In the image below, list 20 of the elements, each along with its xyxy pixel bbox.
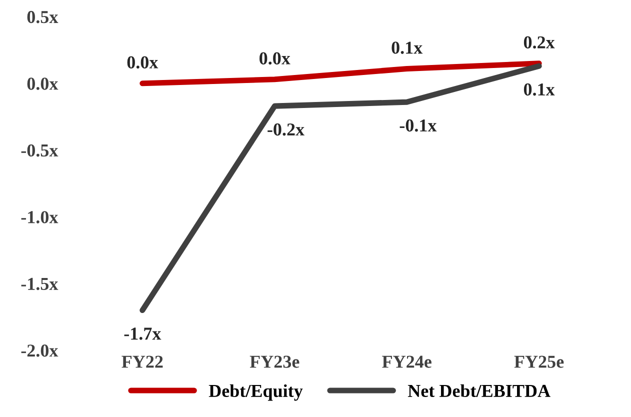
data-label: 0.1x [524,83,555,96]
y-tick-label: -2.0x [21,344,58,357]
x-tick-label: FY25e [514,356,564,368]
data-label: 0.2x [524,36,555,49]
data-label: 0.0x [260,52,290,65]
data-label: 0.0x [127,56,158,69]
data-label: 0.1x [392,42,423,54]
legend-label: Net Debt/EBITDA [408,384,550,398]
legend-label: Debt/Equity [208,384,303,401]
data-label: -0.1x [400,119,437,132]
y-tick-label: -1.5x [21,278,58,290]
y-tick-label: -0.5x [21,144,58,157]
y-tick-label: -1.0x [21,211,58,224]
x-tick-label: FY22 [122,356,163,368]
y-tick-label: 0.0x [27,78,58,90]
data-label: -0.2x [268,123,304,136]
data-label: -1.7x [124,328,162,340]
y-tick-label: 0.5x [27,10,58,24]
x-tick-label: FY23e [250,356,300,368]
x-tick-label: FY24e [382,356,432,368]
